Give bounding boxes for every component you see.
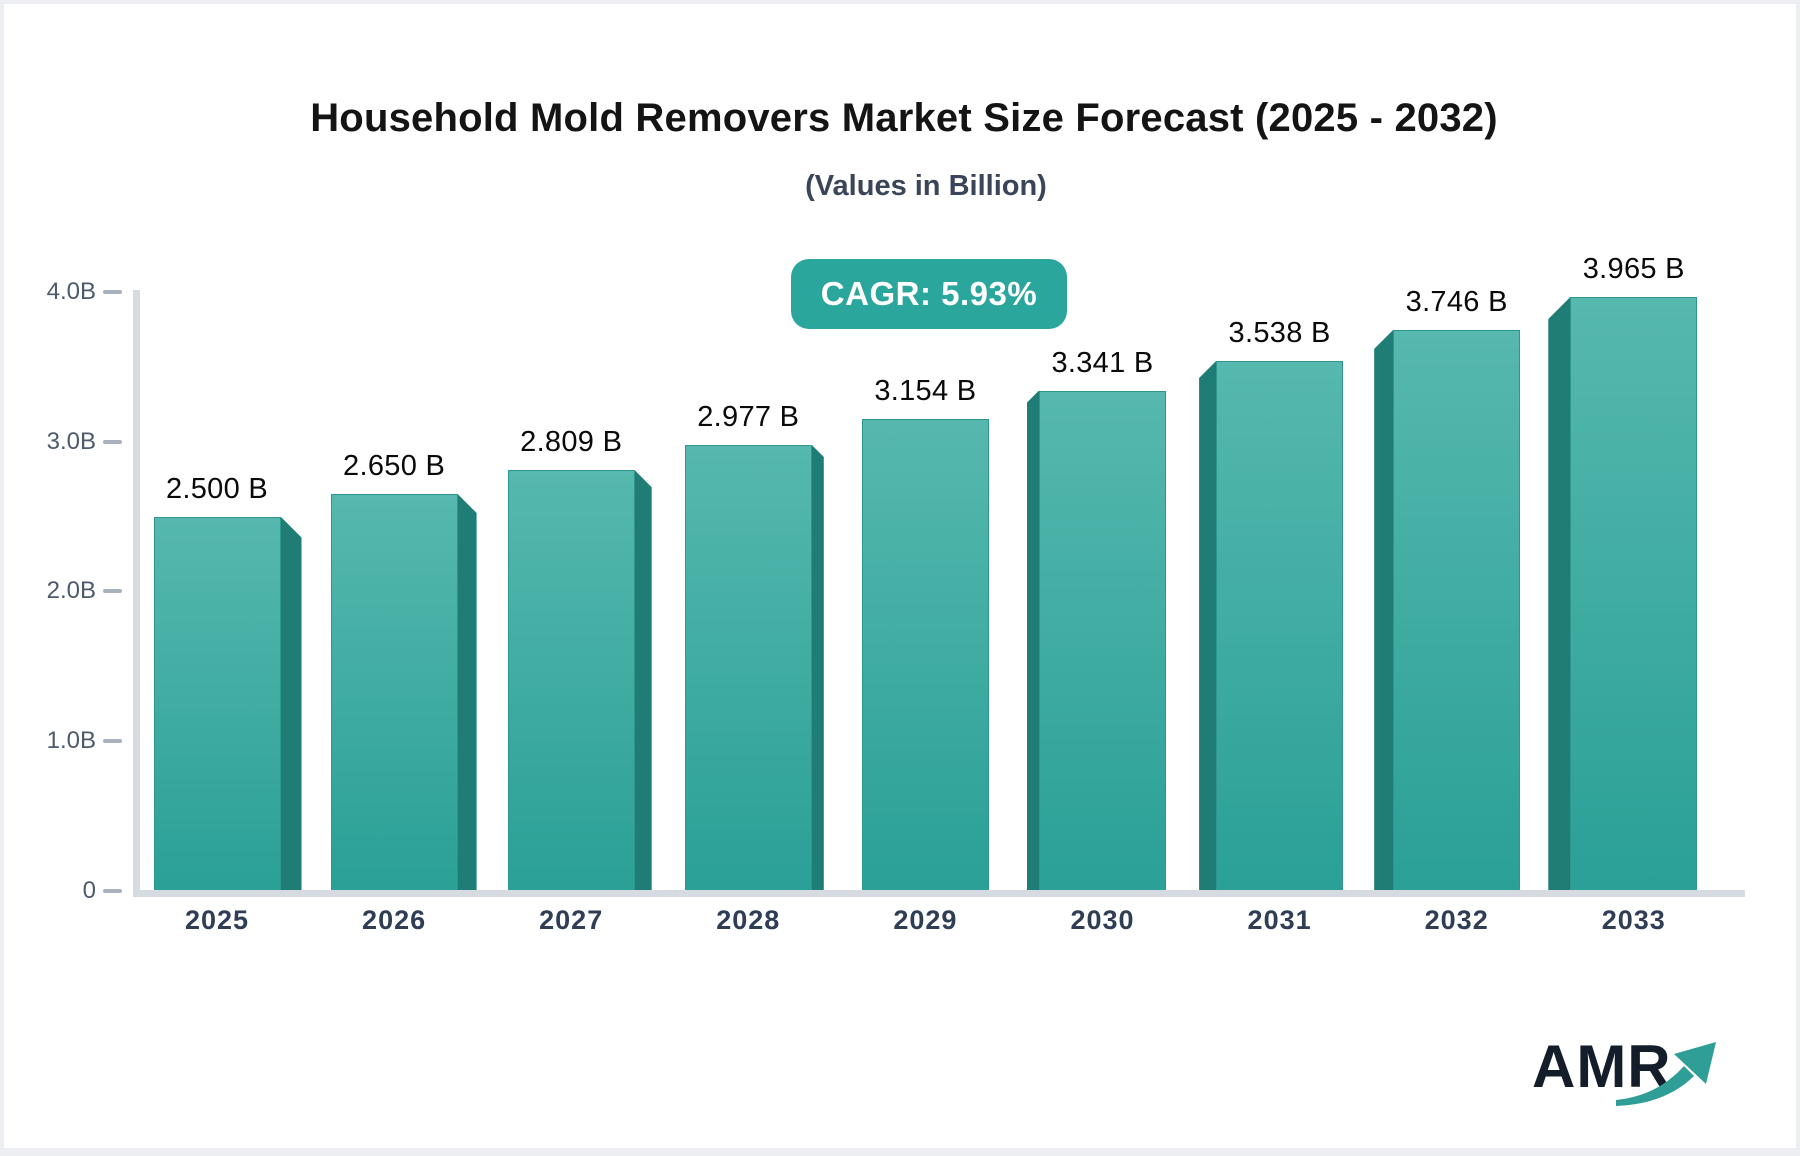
chart-card: Household Mold Removers Market Size Fore… (4, 4, 1796, 1148)
bar-side-3d (634, 470, 652, 893)
bar-side-3d (811, 445, 824, 893)
y-axis-tick-label: 1.0B (46, 727, 96, 755)
bar-2027 (507, 470, 635, 893)
bar-2026 (330, 494, 458, 893)
bar-side-3d (1027, 390, 1039, 893)
x-axis-tick-label: 2025 (184, 905, 250, 935)
bar-2029 (861, 418, 989, 893)
x-axis-tick-label: 2026 (362, 905, 427, 935)
bar-value-label: 2.809 B (520, 426, 623, 459)
chart-title: Household Mold Removers Market Size Fore… (310, 96, 1498, 140)
y-axis-tick-dash (103, 589, 122, 594)
x-axis-tick-label: 2033 (1601, 905, 1666, 935)
x-axis-tick-label: 2028 (716, 905, 781, 935)
bar-2025 (153, 516, 281, 893)
y-axis-tick-dash (103, 289, 122, 294)
amr-logo-text: AMR (1532, 1033, 1672, 1100)
x-axis-tick-label: 2029 (893, 905, 958, 935)
x-axis-tick-label: 2030 (1070, 905, 1135, 935)
amr-logo: AMR (1532, 1032, 1732, 1122)
bar-side-3d (1374, 329, 1394, 893)
x-axis-line (133, 890, 1745, 897)
y-axis-tick-label: 0 (82, 877, 96, 904)
bar-side-3d (457, 494, 477, 893)
x-axis-tick-label: 2032 (1424, 905, 1489, 935)
bar-value-label: 2.650 B (343, 450, 446, 483)
bar-value-label: 2.500 B (165, 472, 269, 505)
bar-2033 (1570, 297, 1698, 893)
bar-2032 (1393, 329, 1521, 893)
bar-value-label: 3.965 B (1582, 253, 1685, 286)
bar-side-3d (1548, 297, 1571, 893)
bar-value-label: 3.746 B (1405, 285, 1508, 318)
bar-side-3d (280, 516, 302, 893)
bar-2028 (684, 445, 812, 893)
x-axis-tick-label: 2027 (539, 905, 604, 935)
y-axis-tick-label: 4.0B (46, 277, 96, 305)
growth-arrow-icon (1616, 1042, 1716, 1106)
x-axis-tick-label: 2031 (1247, 905, 1312, 935)
bar-2031 (1216, 361, 1344, 893)
bar-value-label: 2.977 B (697, 401, 800, 434)
y-axis-line (133, 290, 140, 891)
y-axis-tick-label: 2.0B (46, 577, 96, 605)
bar-value-label: 3.341 B (1051, 346, 1154, 379)
cagr-badge: CAGR: 5.93% (791, 259, 1067, 329)
cagr-badge-label: CAGR: 5.93% (820, 275, 1038, 312)
bar-2030 (1039, 390, 1166, 893)
y-axis-tick-dash (103, 889, 122, 893)
y-axis-tick-dash (103, 439, 122, 444)
y-axis-tick-label: 3.0B (46, 427, 96, 455)
chart-subtitle: (Values in Billion) (805, 170, 1047, 202)
y-axis-tick-dash (103, 739, 122, 744)
bar-value-label: 3.154 B (874, 374, 977, 407)
bar-value-label: 3.538 B (1228, 317, 1331, 349)
bar-side-3d (1199, 361, 1217, 893)
